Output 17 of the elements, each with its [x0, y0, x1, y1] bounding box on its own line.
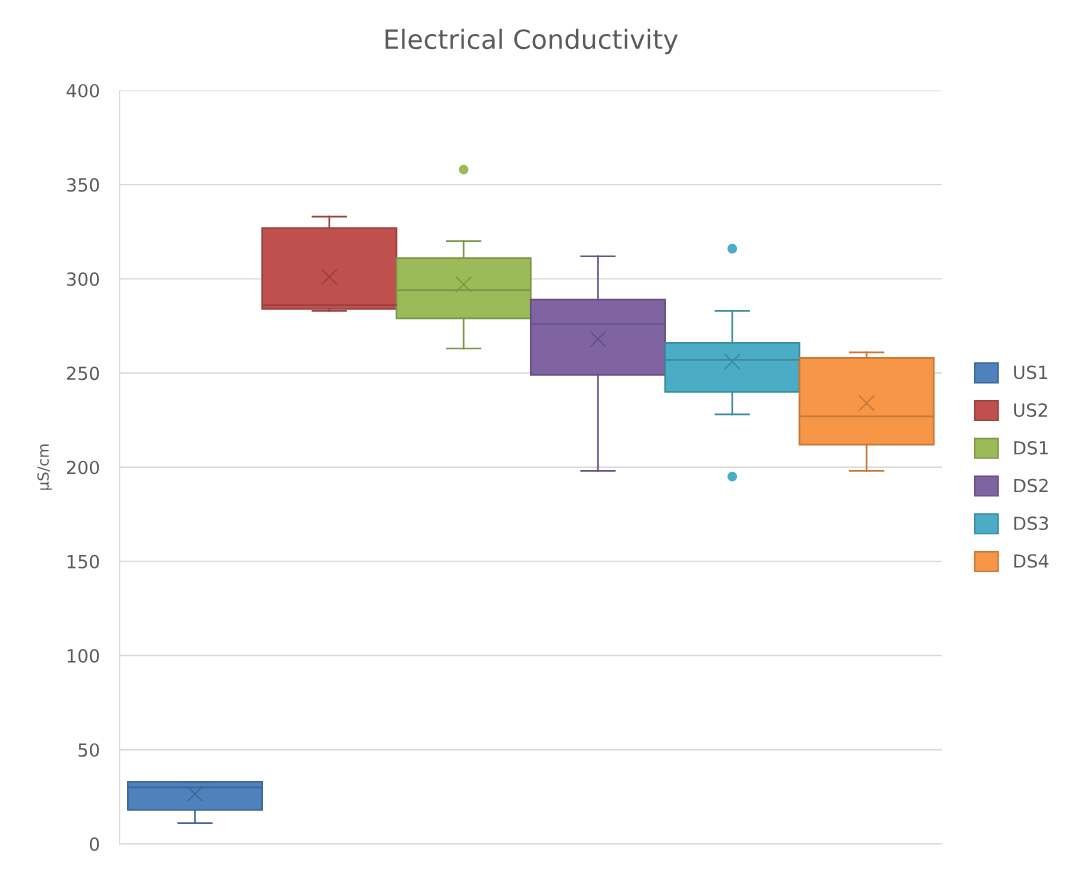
y-tick-label: 250	[67, 366, 99, 381]
legend-label: US2	[1014, 403, 1047, 417]
legend-label: DS4	[1014, 554, 1049, 568]
y-axis-title: µS/cm	[37, 444, 52, 490]
y-tick-label: 100	[67, 649, 99, 663]
chart-title: Electrical Conductivity	[385, 28, 678, 55]
y-tick-label: 350	[67, 178, 99, 192]
y-tick-label: 300	[67, 272, 99, 286]
y-tick-label: 0	[89, 837, 99, 852]
y-tick-label: 400	[66, 83, 99, 98]
y-tick-label: 200	[67, 460, 99, 475]
y-tick-label: 50	[78, 743, 99, 757]
legend-label: DS2	[1014, 478, 1048, 493]
legend-label: US1	[1014, 365, 1048, 380]
legend-label: DS3	[1014, 516, 1048, 531]
legend-label: DS1	[1014, 440, 1048, 455]
y-tick-label: 150	[67, 554, 99, 569]
